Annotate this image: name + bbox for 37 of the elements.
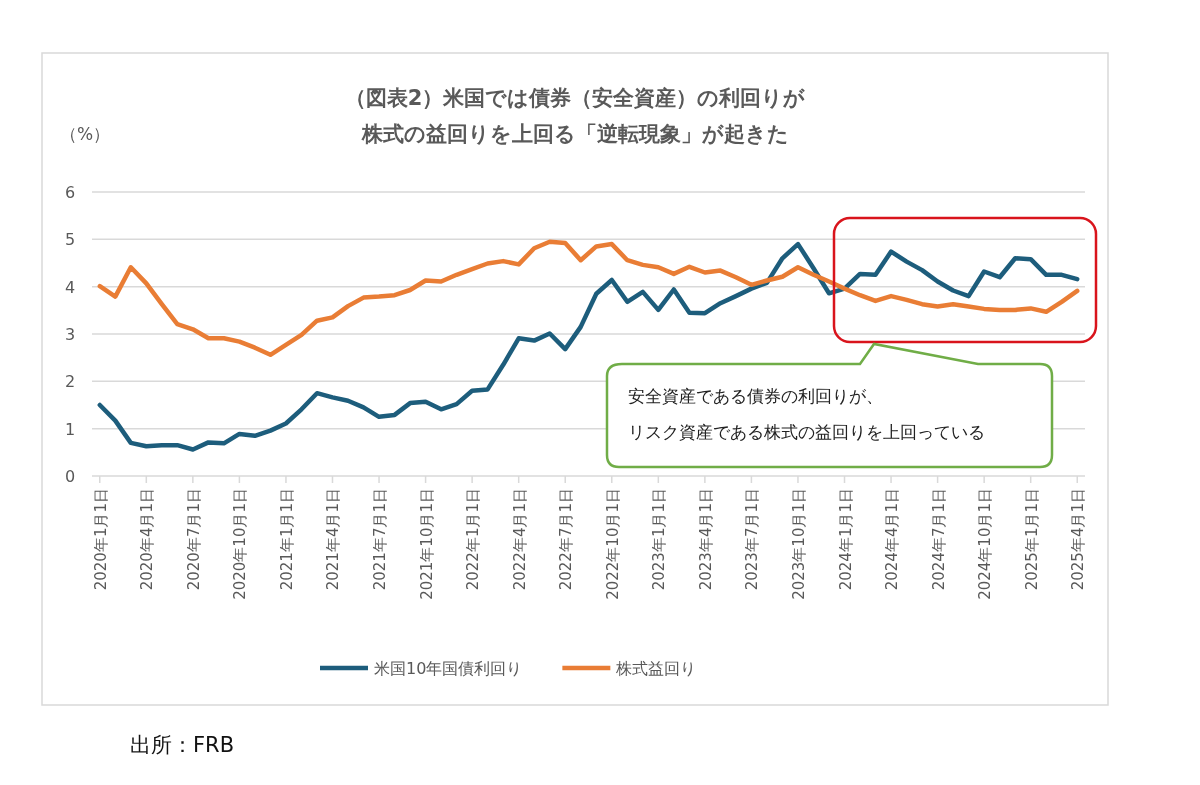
x-tick-label: 2020年1月1日 (91, 488, 110, 591)
y-tick-label: 3 (64, 325, 76, 344)
annotation: リスク資産である株式の益回りを上回っている (628, 422, 985, 442)
x-tick-label: 2023年1月1日 (650, 488, 669, 591)
y-tick-label: 1 (64, 419, 76, 439)
x-tick-label: 2021年1月1日 (277, 488, 296, 591)
x-tick-label: 2024年1月1日 (836, 488, 855, 591)
x-tick-label: 2020年4月1日 (138, 488, 157, 591)
x-tick-label: 2024年4月1日 (883, 488, 902, 591)
x-tick-label: 2023年7月1日 (743, 488, 762, 591)
y-tick-label: 2 (64, 372, 76, 392)
x-tick-label: 2022年1月1日 (464, 488, 483, 591)
x-tick-label: 2023年10月1日 (789, 488, 808, 600)
y-tick-label: 4 (64, 277, 76, 297)
x-tick-label: 2022年10月1日 (603, 488, 622, 600)
y-tick-label: 0 (64, 467, 76, 486)
x-tick-label: 2022年4月1日 (510, 488, 529, 591)
ylabel: （%） (59, 124, 111, 144)
legend-label: 株式益回り (615, 659, 697, 678)
x-tick-label: 2021年10月1日 (417, 488, 436, 600)
x-tick-label: 2022年7月1日 (557, 488, 576, 591)
y-tick-label: 6 (64, 183, 76, 202)
annotation: 出所：FRB (130, 733, 235, 757)
x-tick-label: 2020年7月1日 (184, 488, 203, 591)
x-tick-label: 2023年4月1日 (696, 488, 715, 591)
x-tick-label: 2021年7月1日 (371, 488, 390, 591)
x-tick-label: 2021年4月1日 (324, 488, 343, 591)
x-tick-label: 2024年10月1日 (976, 488, 995, 600)
title: （図表2）米国では債券（安全資産）の利回りが (344, 86, 806, 110)
legend-label: 米国10年国債利回り (374, 659, 523, 678)
subtitle: 株式の益回りを上回る「逆転現象」が起きた (361, 122, 789, 146)
x-tick-label: 2020年10月1日 (231, 488, 250, 600)
annotation: 安全資産である債券の利回りが、 (628, 386, 883, 406)
y-tick-label: 5 (64, 230, 76, 250)
x-tick-label: 2024年7月1日 (929, 488, 948, 591)
x-tick-label: 2025年4月1日 (1069, 488, 1088, 591)
x-tick-label: 2025年1月1日 (1022, 488, 1041, 591)
